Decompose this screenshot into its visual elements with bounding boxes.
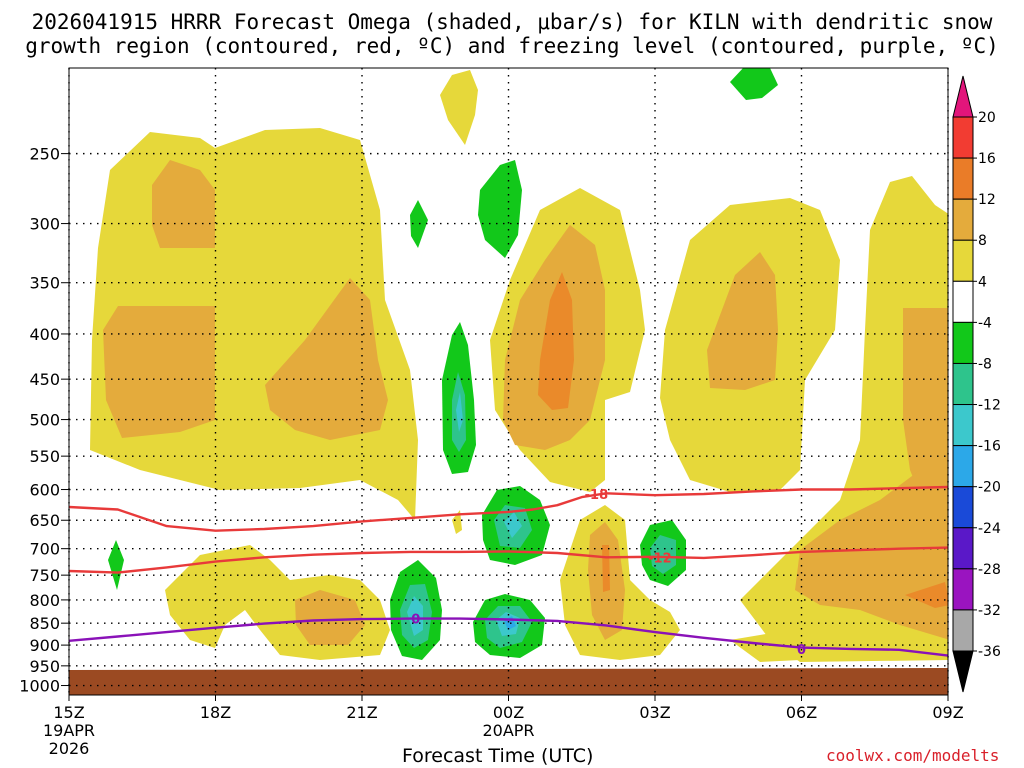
omega-region-orange-small	[602, 545, 610, 592]
colorbar-box-5	[952, 321, 974, 364]
contour-label-dgz_minus12-1: -12	[648, 551, 672, 566]
colorbar-bottom-arrow	[952, 650, 974, 693]
omega-region-yellow-low-right	[730, 630, 800, 662]
omega-region-cyan-1	[456, 392, 463, 432]
colorbar-top-arrow	[952, 75, 974, 118]
y-tick-label-400: 400	[29, 325, 60, 344]
x-tick-date-20APR: 20APR	[482, 721, 534, 740]
contour-dgz_minus18	[68, 485, 949, 532]
y-tick-label-850: 850	[29, 614, 60, 633]
credit-link[interactable]: coolwx.com/modelts	[826, 746, 1000, 765]
colorbar-box-9	[952, 486, 974, 529]
y-tick-label-300: 300	[29, 215, 60, 234]
y-tick-label-800: 800	[29, 591, 60, 610]
chart-title-line2: growth region (contoured, red, ºC) and f…	[25, 34, 999, 58]
x-tick-label-18Z: 18Z	[200, 703, 231, 722]
y-tick-label-650: 650	[29, 511, 60, 530]
colorbar-label--16: -16	[978, 439, 1001, 455]
y-tick-label-450: 450	[29, 370, 60, 389]
colorbar-label--20: -20	[978, 480, 1001, 496]
colorbar-box-11	[952, 568, 974, 611]
colorbar-label--28: -28	[978, 562, 1001, 578]
y-tick-label-950: 950	[29, 657, 60, 676]
omega-region-orange-light-8	[295, 590, 365, 645]
ground-surface	[69, 668, 948, 695]
colorbar-label--24: -24	[978, 521, 1001, 537]
y-tick-label-550: 550	[29, 447, 60, 466]
y-tick-label-350: 350	[29, 274, 60, 293]
omega-region-green-5	[108, 540, 124, 590]
x-tick-label-15Z: 15Z	[53, 703, 84, 722]
omega-colorbar: 20 16 12 8 4 -4 -8 -12 -16 -20 -24 -28 -32 -36	[952, 75, 1001, 693]
omega-region-orange-light-2	[103, 306, 215, 438]
x-tick-label-03Z: 03Z	[639, 703, 670, 722]
omega-region-green-4	[730, 68, 778, 100]
x-tick-label-00Z: 00Z	[493, 703, 524, 722]
omega-region-orange-light-5	[707, 252, 778, 390]
y-tick-label-500: 500	[29, 411, 60, 430]
y-tick-label-1000: 1000	[19, 677, 60, 696]
y-axis: 250 300 350 400 450 500 550 600 650 700 750 800 850 9…	[19, 145, 69, 696]
omega-region-cyan-3	[407, 596, 423, 636]
contour-label-dgz_minus18-0: -18	[585, 488, 609, 503]
omega-region-orange-light-3	[265, 278, 388, 440]
colorbar-box-4	[952, 280, 974, 323]
x-tick-date-19APR: 19APR	[43, 721, 95, 740]
omega-region-yellow-small-mid	[452, 510, 462, 534]
colorbar-label-20: 20	[978, 110, 996, 126]
colorbar-label-4: 4	[978, 274, 987, 290]
x-tick-label-06Z: 06Z	[786, 703, 817, 722]
contour-dgz_minus12	[68, 546, 949, 574]
colorbar-label--8: -8	[978, 356, 992, 372]
colorbar-label-16: 16	[978, 151, 996, 167]
colorbar-box-0	[952, 116, 974, 159]
colorbar-label--12: -12	[978, 398, 1001, 414]
omega-region-teal-3	[650, 535, 676, 574]
colorbar-label-8: 8	[978, 233, 987, 249]
contour-label-freezing_level-3: 0	[797, 643, 806, 658]
colorbar-box-7	[952, 404, 974, 447]
omega-region-orange	[538, 272, 574, 410]
x-tick-year-2026: 2026	[49, 739, 90, 758]
colorbar-box-8	[952, 445, 974, 488]
y-tick-label-750: 750	[29, 566, 60, 585]
colorbar-label--36: -36	[978, 644, 1001, 660]
x-axis-title: Forecast Time (UTC)	[402, 745, 594, 767]
y-tick-label-250: 250	[29, 145, 60, 164]
colorbar-box-12	[952, 609, 974, 652]
omega-region-yellow-low	[165, 545, 390, 660]
colorbar-box-6	[952, 362, 974, 406]
contour-label-freezing_level-2: 0	[411, 613, 420, 628]
colorbar-label--4: -4	[978, 315, 992, 331]
contour-freezing_level	[68, 617, 949, 657]
omega-region-cyan-2	[504, 512, 522, 538]
colorbar-box-10	[952, 527, 974, 570]
y-tick-label-700: 700	[29, 540, 60, 559]
colorbar-box-3	[952, 239, 974, 282]
colorbar-label-12: 12	[978, 192, 996, 208]
chart-title-line1: 2026041915 HRRR Forecast Omega (shaded, …	[31, 10, 993, 34]
colorbar-box-2	[952, 198, 974, 241]
y-tick-label-600: 600	[29, 481, 60, 500]
omega-region-orange-light-1	[152, 160, 215, 248]
x-tick-label-21Z: 21Z	[346, 703, 377, 722]
temperature-contours: -18 -12 0 0	[68, 485, 949, 658]
omega-shading	[90, 68, 948, 662]
colorbar-box-1	[952, 157, 974, 200]
omega-region-orange-east	[905, 582, 948, 608]
colorbar-label--32: -32	[978, 603, 1001, 619]
y-tick-label-900: 900	[29, 636, 60, 655]
x-tick-label-09Z: 09Z	[932, 703, 963, 722]
omega-region-yellow-top	[440, 70, 478, 145]
omega-region-green-1	[478, 160, 522, 258]
